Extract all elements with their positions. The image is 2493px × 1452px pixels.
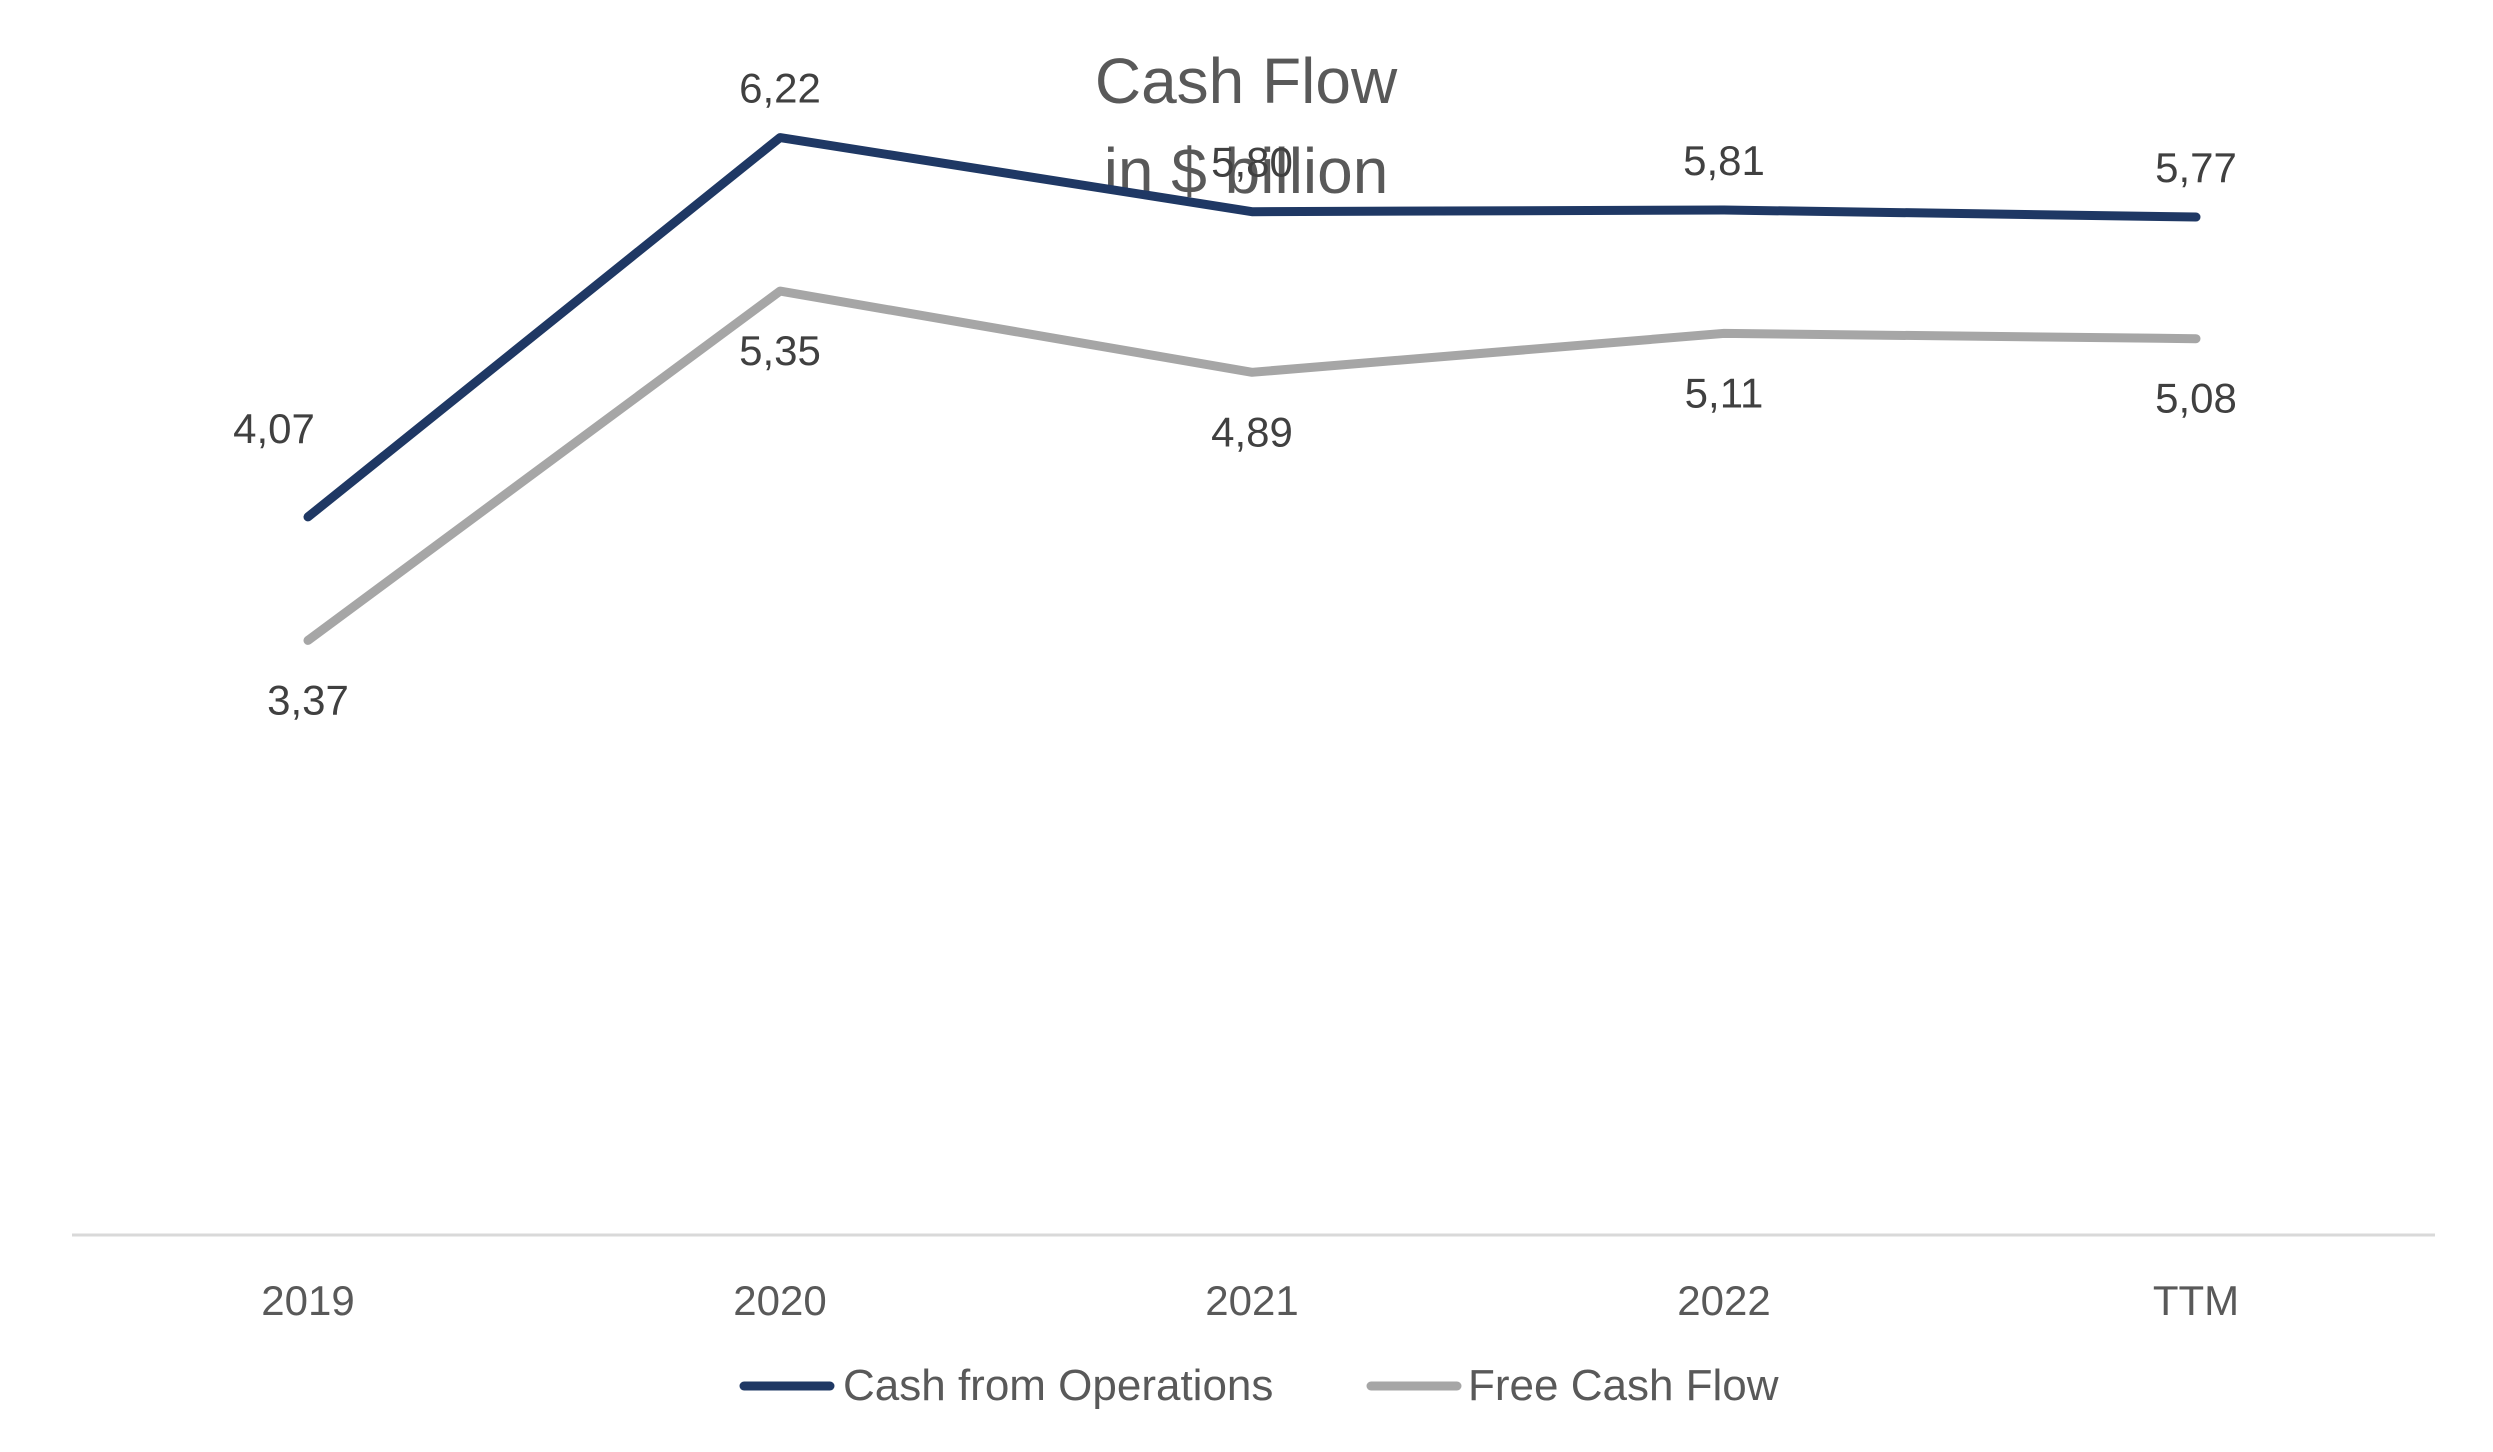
legend-label-0: Cash from Operations xyxy=(843,1361,1273,1410)
data-label-layer: 4,07 6,22 5,80 5,81 5,77 3,37 5,35 4,89 5,11 5,08 xyxy=(233,65,2237,724)
data-label: 5,35 xyxy=(739,327,821,374)
legend: Cash from Operations Free Cash Flow xyxy=(739,1361,1779,1410)
data-label: 5,08 xyxy=(2155,375,2237,422)
x-tick-layer: 2019 2020 2021 2022 TTM xyxy=(261,1277,2239,1324)
x-tick-label: 2020 xyxy=(733,1277,826,1324)
series-line-0 xyxy=(303,133,2201,522)
data-label: 5,80 xyxy=(1211,139,1293,186)
x-tick-label: 2019 xyxy=(261,1277,354,1324)
data-label: 5,81 xyxy=(1683,137,1765,184)
data-label: 3,37 xyxy=(267,676,349,723)
series-layer xyxy=(303,133,2201,645)
data-label: 5,77 xyxy=(2155,144,2237,191)
data-label: 4,89 xyxy=(1211,408,1293,455)
chart-title: Cash Flow xyxy=(1095,45,1398,117)
series-line-1 xyxy=(303,286,2201,645)
legend-label-1: Free Cash Flow xyxy=(1468,1361,1779,1410)
x-tick-label: TTM xyxy=(2153,1277,2239,1324)
data-label: 6,22 xyxy=(739,65,821,112)
x-tick-label: 2021 xyxy=(1205,1277,1298,1324)
data-label: 4,07 xyxy=(233,405,315,452)
x-tick-label: 2022 xyxy=(1677,1277,1770,1324)
data-label: 5,11 xyxy=(1685,369,1764,416)
